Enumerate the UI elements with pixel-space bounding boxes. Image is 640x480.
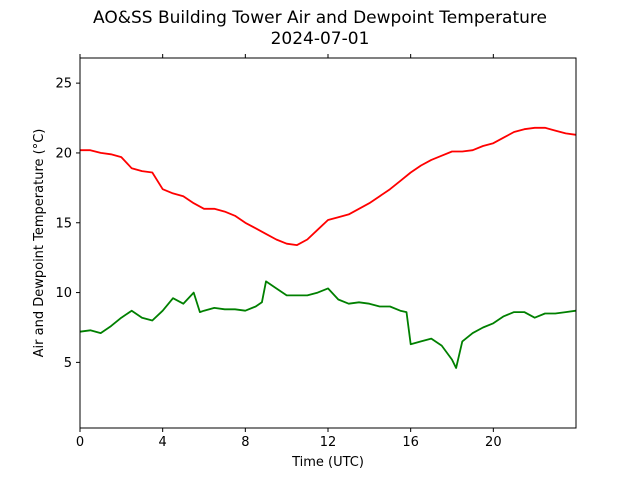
x-tick-label: 16 [402, 435, 419, 450]
x-tick-label: 4 [159, 435, 167, 450]
x-tick-label: 12 [320, 435, 337, 450]
x-tick-label: 8 [241, 435, 249, 450]
y-tick-label: 15 [55, 216, 72, 231]
y-tick-label: 25 [55, 77, 72, 92]
x-axis-label: Time (UTC) [291, 455, 364, 470]
x-tick-label: 0 [76, 435, 84, 450]
series-line-1 [79, 280, 577, 369]
chart-title: AO&SS Building Tower Air and Dewpoint Te… [92, 8, 547, 28]
series-line-0 [80, 126, 577, 247]
x-tick-label: 20 [485, 435, 502, 450]
plot-frame [79, 57, 577, 429]
y-axis-label: Air and Dewpoint Temperature (°C) [32, 129, 47, 358]
y-tick-label: 5 [64, 356, 72, 371]
chart-subtitle: 2024-07-01 [270, 29, 370, 49]
y-tick-label: 10 [55, 286, 72, 301]
y-tick-label: 20 [55, 146, 72, 161]
